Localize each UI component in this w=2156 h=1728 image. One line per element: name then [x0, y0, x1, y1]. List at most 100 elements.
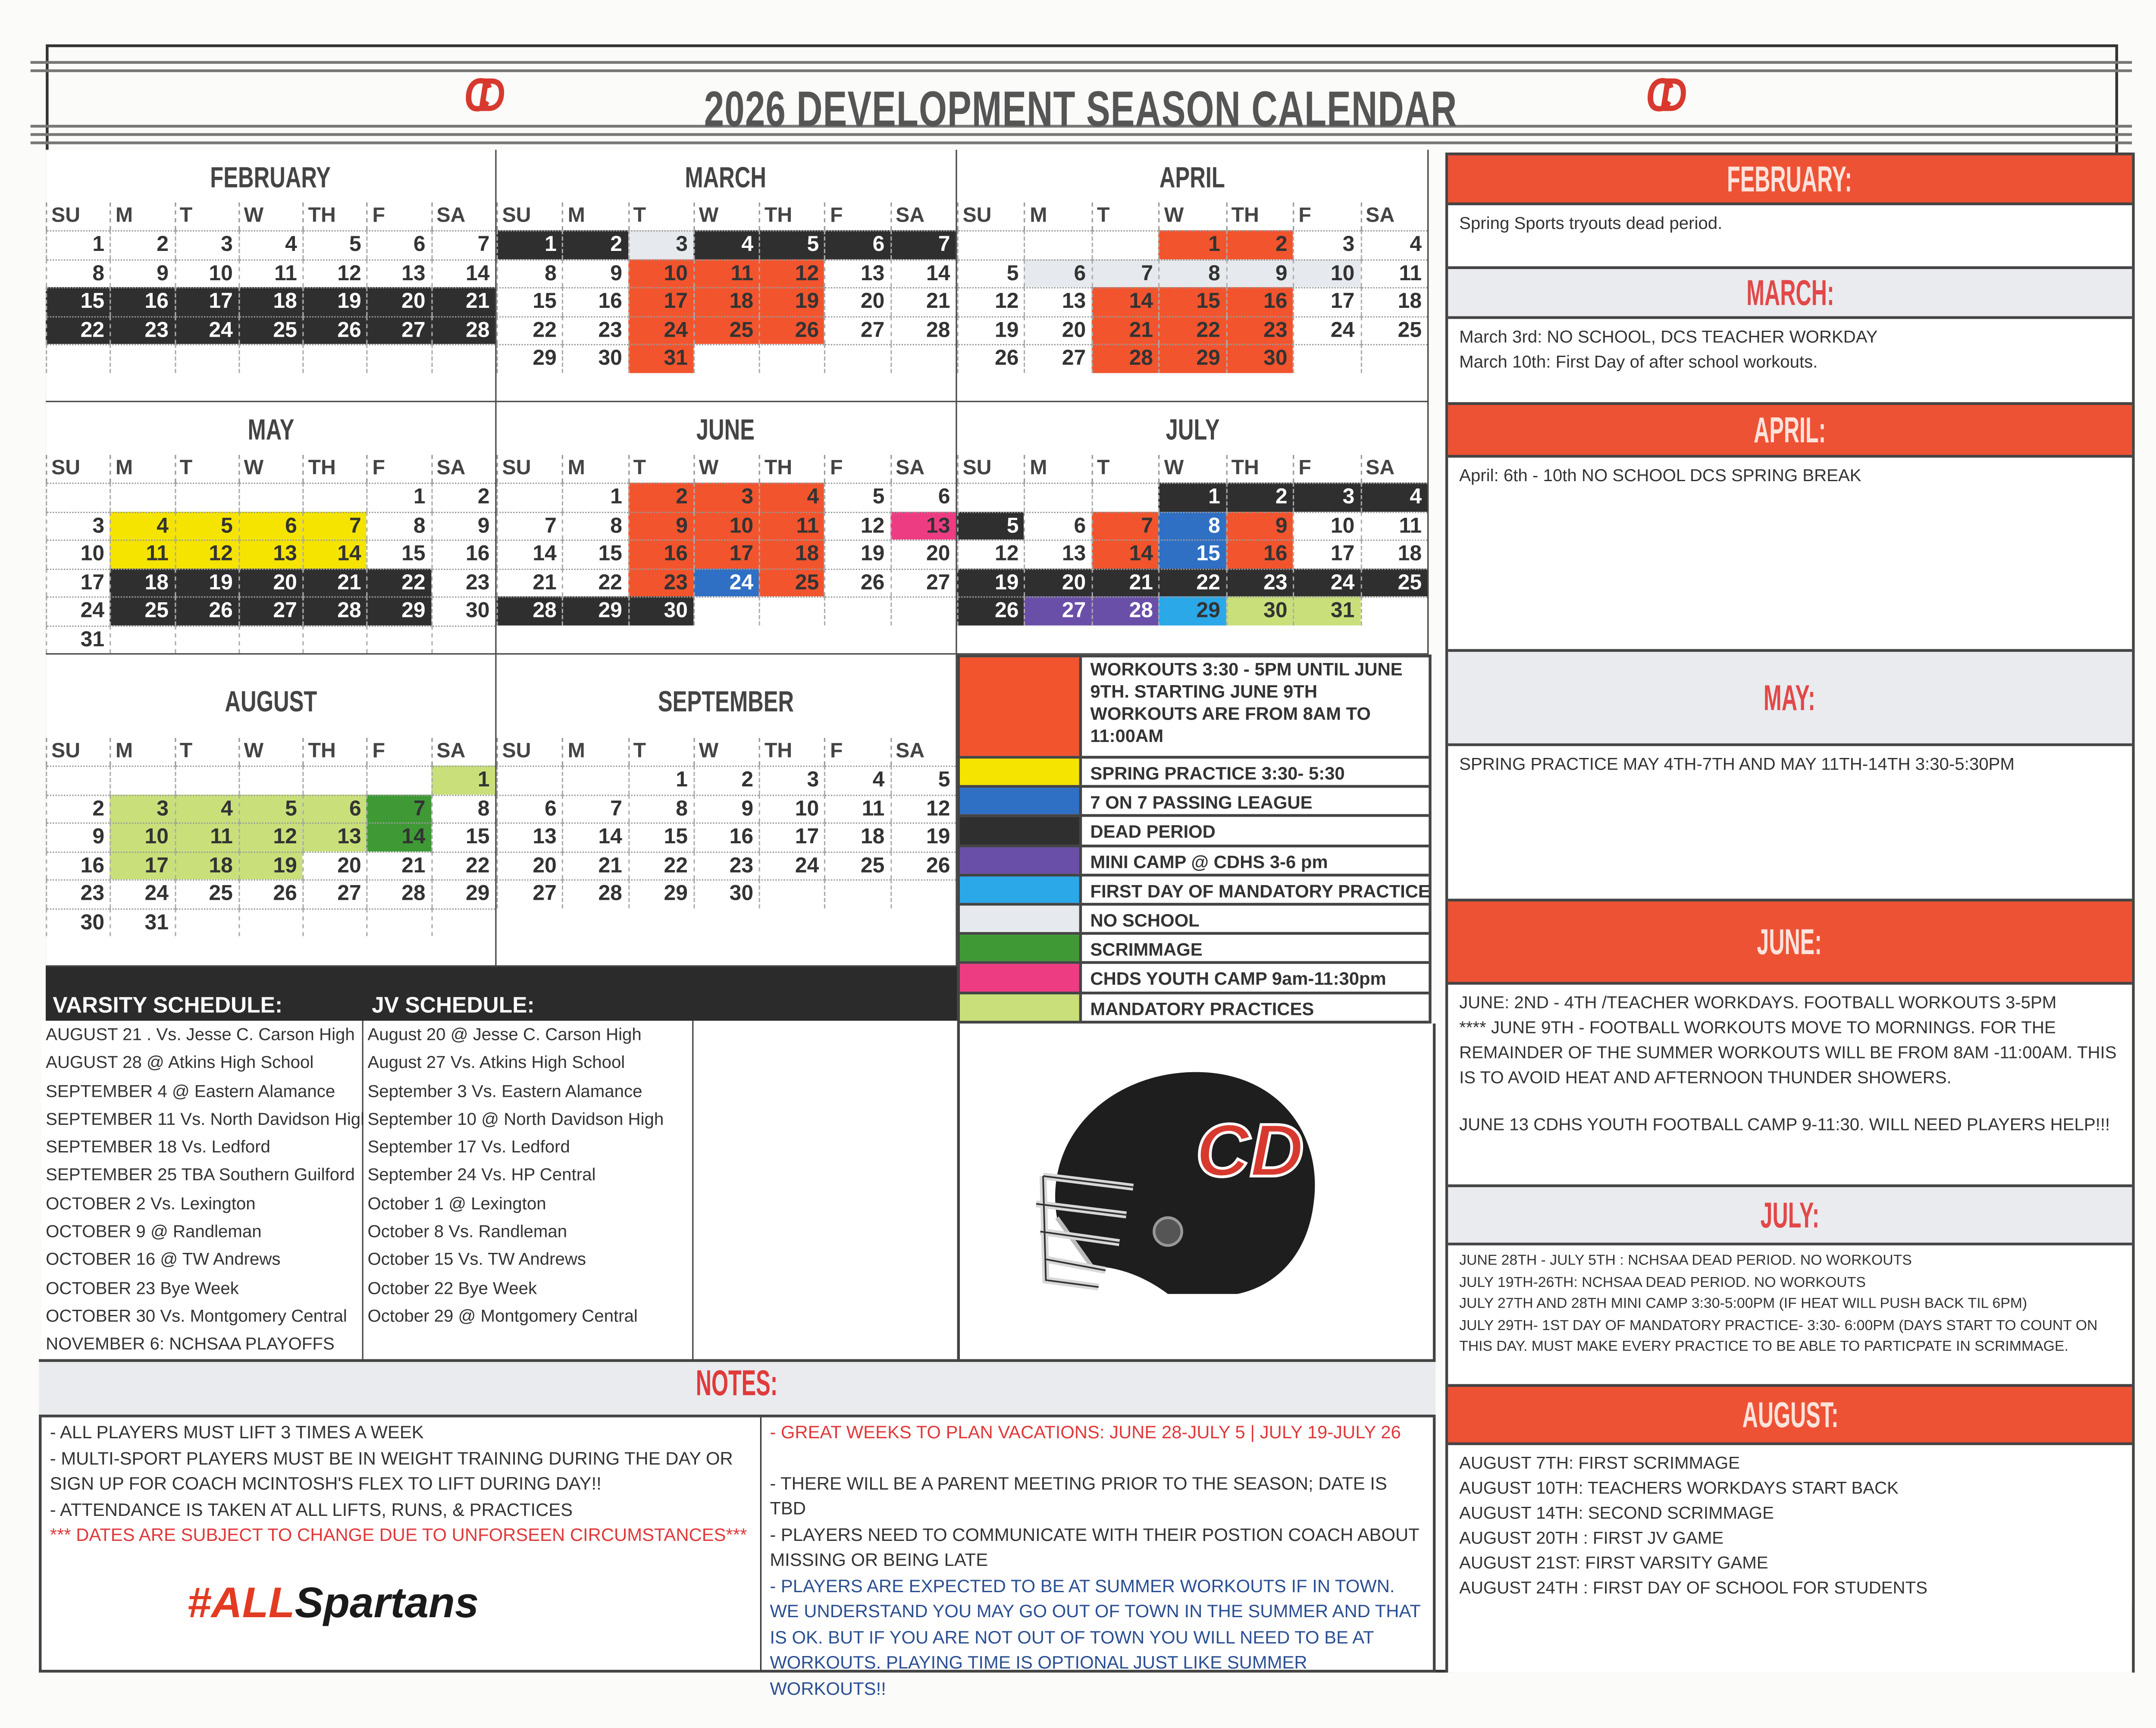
day-cell: 24	[1293, 315, 1360, 344]
day-cell: 22	[46, 315, 110, 344]
day-cell: 23	[1225, 315, 1293, 344]
jv-game: October 15 Vs. TW Andrews	[367, 1250, 586, 1270]
note-line: JULY 19TH-26TH: NCHSAA DEAD PERIOD. NO W…	[1459, 1274, 1866, 1291]
day-cell	[367, 908, 431, 936]
allspartans-logo: #ALLSpartans	[187, 1578, 479, 1627]
day-cell: 25	[238, 315, 303, 344]
day-cell: 8	[1158, 511, 1226, 540]
day-cell: 11	[174, 822, 238, 851]
notes-right: - GREAT WEEKS TO PLAN VACATIONS: JUNE 28…	[760, 1417, 1436, 1698]
day-cell: 17	[1293, 287, 1360, 316]
day-cell: 29	[367, 596, 431, 625]
weekday-label: F	[1293, 455, 1360, 483]
day-cell: 11	[824, 794, 890, 823]
day-cell: 3	[1293, 230, 1360, 259]
day-cell: 21	[1091, 315, 1159, 344]
legend-item-seven: 7 ON 7 PASSING LEAGUE	[960, 788, 1429, 817]
day-cell: 7	[890, 230, 956, 259]
legend-item-mini: MINI CAMP @ CDHS 3-6 pm	[960, 847, 1429, 877]
day-cell	[1024, 230, 1092, 259]
day-cell: 28	[1091, 596, 1159, 625]
day-cell: 13	[824, 258, 890, 287]
day-cell: 2	[627, 482, 693, 511]
day-cell: 20	[496, 851, 562, 880]
day-cell: 8	[562, 511, 628, 540]
day-cell: 14	[562, 822, 628, 851]
day-cell: 28	[302, 596, 367, 625]
day-cell: 1	[496, 230, 562, 259]
helmet-panel: CD	[957, 1023, 1436, 1362]
note-line: SPRING PRACTICE MAY 4TH-7TH AND MAY 11TH…	[1459, 754, 2015, 774]
day-cell: 22	[1158, 315, 1226, 344]
note-line: AUGUST 14TH: SECOND SCRIMMAGE	[1459, 1503, 1774, 1523]
weekday-label: W	[693, 455, 759, 483]
day-cell: 10	[627, 258, 693, 287]
legend-swatch	[960, 993, 1082, 1021]
day-cell	[1360, 596, 1428, 625]
day-cell: 10	[1293, 511, 1360, 540]
day-cell: 6	[238, 511, 303, 540]
day-cell: 18	[759, 539, 825, 568]
day-cell: 16	[431, 539, 495, 568]
day-cell: 18	[824, 822, 890, 851]
day-cell: 19	[957, 315, 1025, 344]
day-cell: 5	[759, 230, 825, 259]
month-may: MAY SU M T W TH F SA 1 2 3 4 5 6 7 8 9 10 11 12 13 14 15 16 17 18…	[46, 402, 497, 655]
day-cell: 17	[110, 851, 174, 880]
legend-item-dead: DEAD PERIOD	[960, 817, 1429, 847]
day-cell: 25	[693, 315, 759, 344]
weekday-label: SA	[431, 455, 495, 483]
day-cell: 23	[627, 568, 693, 597]
day-cell: 7	[496, 511, 562, 540]
day-cell: 6	[890, 482, 956, 511]
weekday-label: F	[367, 738, 431, 766]
note-line: AUGUST 7TH: FIRST SCRIMMAGE	[1459, 1453, 1740, 1473]
day-cell: 26	[824, 568, 890, 597]
day-cell: 19	[957, 568, 1025, 597]
schedule-header: VARSITY SCHEDULE: JV SCHEDULE:	[46, 967, 957, 1022]
day-cell: 24	[759, 851, 825, 880]
day-cell: 25	[110, 596, 174, 625]
weekday-label: SU	[496, 202, 562, 230]
day-grid: SU M T W TH F SA 1 2 3 4 5 6 7 8 9 10 11 12 13 14 15 16 17 18 19 2…	[957, 202, 1428, 373]
weekday-label: W	[693, 202, 759, 230]
day-grid: SU M T W TH F SA 1 2 3 4 5 6 7 8 9 10 11 12 13 14 15 16 17 18 19 2…	[496, 455, 956, 625]
jv-schedule-title: JV SCHEDULE:	[372, 994, 535, 1018]
weekday-label: SU	[496, 455, 562, 483]
day-cell: 6	[1024, 511, 1092, 540]
day-cell: 3	[627, 230, 693, 259]
day-cell: 7	[302, 511, 367, 540]
day-cell: 13	[238, 539, 303, 568]
day-cell	[110, 625, 174, 654]
legend-label: FIRST DAY OF MANDATORY PRACTICE	[1090, 880, 1430, 902]
day-cell: 8	[496, 258, 562, 287]
day-cell: 27	[1024, 344, 1092, 373]
weekday-label: SA	[431, 738, 495, 766]
day-cell: 23	[562, 315, 628, 344]
day-cell: 1	[367, 482, 431, 511]
day-cell: 15	[46, 287, 110, 316]
day-cell	[957, 482, 1025, 511]
day-cell: 15	[1158, 287, 1226, 316]
legend-label: CHDS YOUTH CAMP 9am-11:30pm	[1090, 968, 1386, 989]
day-cell	[174, 908, 238, 936]
day-cell: 26	[759, 315, 825, 344]
weekday-label: TH	[302, 738, 367, 766]
weekday-label: M	[1024, 202, 1091, 230]
day-cell: 1	[46, 230, 110, 259]
varsity-game: SEPTEMBER 11 Vs. North Davidson High	[46, 1109, 370, 1129]
day-cell: 19	[238, 851, 303, 880]
weekday-label: SA	[890, 738, 956, 766]
day-cell	[824, 879, 890, 908]
legend-label: DEAD PERIOD	[1090, 821, 1216, 842]
note-item: *** DATES ARE SUBJECT TO CHANGE DUE TO U…	[50, 1524, 747, 1545]
legend-swatch	[960, 876, 1082, 903]
day-cell	[496, 482, 562, 511]
day-cell: 20	[238, 568, 303, 597]
day-cell	[110, 344, 174, 373]
day-cell	[302, 482, 367, 511]
note-item	[761, 1446, 1433, 1471]
legend-label: WORKOUTS 3:30 - 5PM UNTIL JUNE 9TH. STAR…	[1090, 658, 1403, 746]
day-cell: 12	[957, 287, 1025, 316]
